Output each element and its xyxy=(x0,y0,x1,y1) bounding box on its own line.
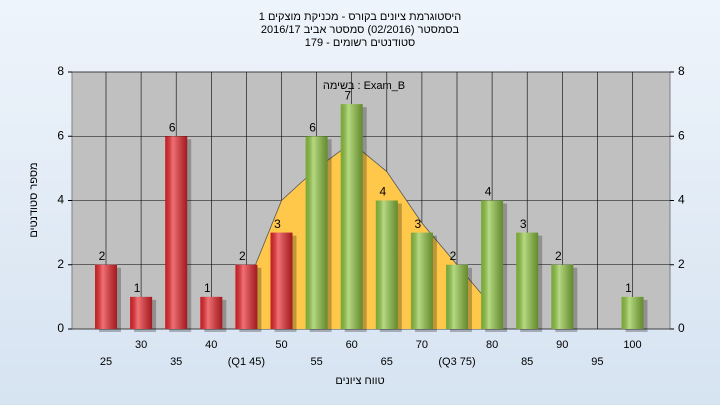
bar-shine xyxy=(516,232,539,329)
bar-shine xyxy=(130,296,153,329)
bar-shine xyxy=(270,232,293,329)
y-tick-label: 0 xyxy=(57,321,64,335)
x-tick-label: 100 xyxy=(623,339,641,351)
annotation: בשימה : Exam_B xyxy=(323,80,405,92)
x-tick-label: 40 xyxy=(205,339,217,351)
x-tick-label: 95 xyxy=(591,356,603,368)
y-tick-label: 4 xyxy=(57,193,64,207)
y2-tick-label: 0 xyxy=(678,321,685,335)
chart-subtitle: סטודנטים רשומים - 179 xyxy=(305,37,416,49)
x-tick-label: 70 xyxy=(416,339,428,351)
y-tick-label: 2 xyxy=(57,257,64,271)
bar-shine xyxy=(446,264,468,329)
data-label: 2 xyxy=(555,249,562,263)
y2-tick-label: 6 xyxy=(678,128,685,142)
y-axis-label: מספר סטודנטים xyxy=(28,162,40,237)
x-tick-label: 80 xyxy=(486,339,498,351)
data-label: 3 xyxy=(415,217,422,231)
x-tick-label: 50 xyxy=(275,339,287,351)
x-tick-label: 85 xyxy=(521,356,533,368)
plot-layer xyxy=(72,71,670,332)
x-tick-label: 35 xyxy=(170,356,182,368)
bar-shine xyxy=(621,296,644,329)
bar-shine xyxy=(200,296,223,329)
data-label: 3 xyxy=(520,217,527,231)
data-label: 3 xyxy=(274,217,281,231)
data-label: 7 xyxy=(344,88,351,102)
y2-tick-label: 4 xyxy=(678,193,685,207)
x-tick-label: (Q1 45) xyxy=(228,356,265,368)
y2-tick-label: 2 xyxy=(678,257,685,271)
x-tick-label: 55 xyxy=(310,356,322,368)
bar-shine xyxy=(305,136,328,329)
data-label: 2 xyxy=(450,249,457,263)
data-label: 6 xyxy=(309,120,316,134)
x-tick-label: 60 xyxy=(346,339,358,351)
data-label: 2 xyxy=(239,249,246,263)
bar-shine xyxy=(551,264,574,329)
data-label: 1 xyxy=(204,281,211,295)
x-tick-label: (Q3 75) xyxy=(438,356,475,368)
x-tick-label: 90 xyxy=(556,339,568,351)
x-tick-label: 25 xyxy=(100,356,112,368)
x-tick-label: 30 xyxy=(135,339,147,351)
bar-shine xyxy=(375,200,398,329)
data-label: 2 xyxy=(99,249,106,263)
bar-shine xyxy=(95,264,117,329)
chart-subtitle: בסמסטר (02/2016) סמסטר אביב 2016/17 xyxy=(261,24,460,36)
x-tick-label: 65 xyxy=(381,356,393,368)
y-tick-label: 6 xyxy=(57,128,64,142)
data-label: 4 xyxy=(485,185,492,199)
curve-line xyxy=(246,142,493,307)
data-label: 1 xyxy=(625,281,632,295)
bar-shine xyxy=(235,264,258,329)
bar-shine xyxy=(481,200,504,329)
x-axis-label: טווח ציונים xyxy=(335,375,384,387)
data-label: 1 xyxy=(134,281,141,295)
data-label: 4 xyxy=(379,185,386,199)
bar-shine xyxy=(165,136,188,329)
y2-tick-label: 8 xyxy=(678,64,685,78)
chart-title: היסטוגרמת ציונים בקורס - מכניקת מוצקים 1 xyxy=(259,11,461,23)
bar-shine xyxy=(340,104,363,329)
bar-shine xyxy=(410,232,433,329)
y-tick-label: 8 xyxy=(57,64,64,78)
data-label: 6 xyxy=(169,120,176,134)
